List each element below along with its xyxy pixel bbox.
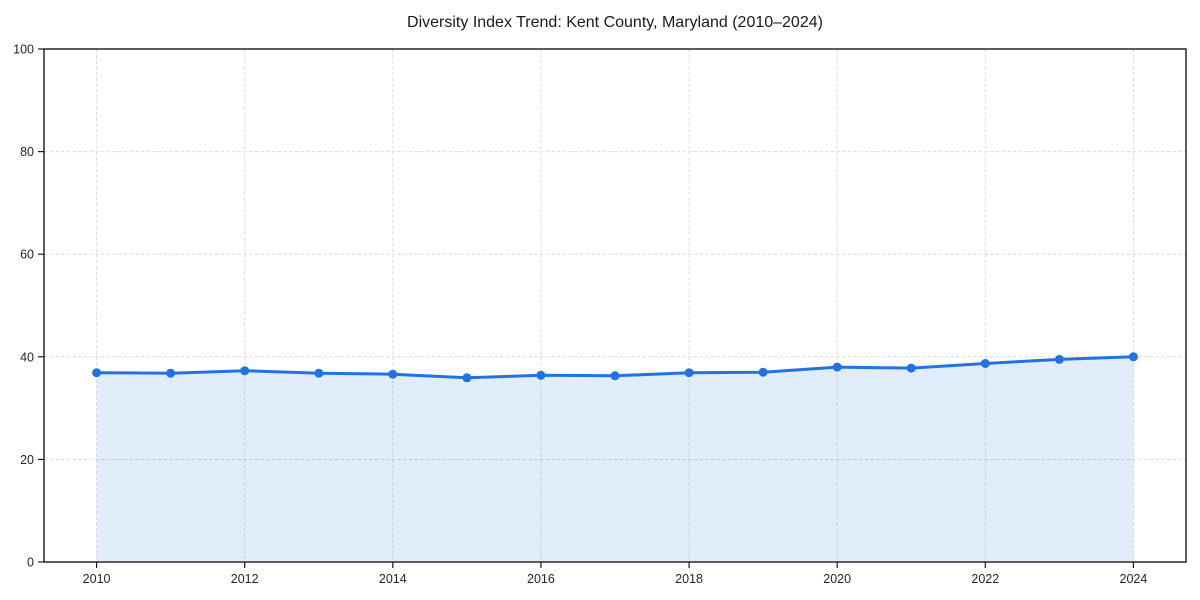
axes-frame [43, 48, 1187, 563]
data-point-2017 [610, 371, 620, 381]
x-tick-label: 2022 [971, 572, 999, 586]
y-tick-label: 20 [20, 453, 34, 467]
x-tick-label: 2014 [379, 572, 407, 586]
data-point-2016 [536, 370, 546, 380]
x-tick-label: 2010 [83, 572, 111, 586]
data-point-2024 [1128, 352, 1138, 362]
data-point-2022 [980, 359, 990, 368]
x-tick-label: 2018 [675, 572, 703, 586]
x-tick-label: 2016 [527, 572, 555, 586]
y-tick-label: 80 [20, 145, 34, 159]
x-tick-label: 2020 [823, 572, 851, 586]
x-tick-label: 2024 [1120, 572, 1148, 586]
x-tick-label: 2012 [231, 572, 259, 586]
y-tick-label: 40 [20, 350, 34, 364]
data-point-2018 [684, 368, 694, 378]
chart-title: Diversity Index Trend: Kent County, Mary… [407, 14, 823, 31]
data-point-2012 [240, 366, 250, 376]
data-point-2013 [314, 368, 324, 378]
y-tick-label: 100 [13, 43, 34, 57]
area-fill [96, 356, 1134, 562]
y-tick-label: 0 [27, 556, 34, 570]
data-point-2015 [462, 373, 472, 383]
data-point-2021 [906, 363, 916, 373]
data-point-2010 [92, 368, 102, 378]
data-point-2020 [832, 362, 842, 372]
data-point-2014 [388, 369, 398, 379]
data-point-2011 [166, 368, 176, 378]
y-tick-label: 60 [20, 248, 34, 262]
data-point-2023 [1054, 354, 1064, 364]
data-point-2019 [758, 367, 768, 377]
